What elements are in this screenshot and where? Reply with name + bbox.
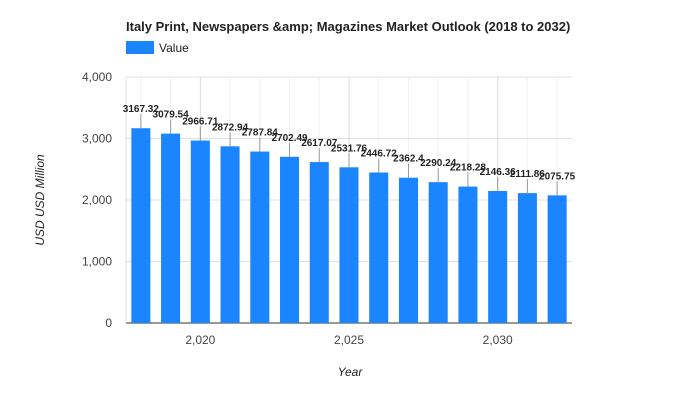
bar bbox=[250, 151, 270, 323]
axis-ticks: 0 1,000 2,000 3,000 4,000 2,020 2,025 2,030 bbox=[82, 70, 513, 347]
data-label: 3079.54 bbox=[153, 110, 190, 121]
chart-title: Italy Print, Newspapers &amp; Magazines … bbox=[126, 19, 570, 34]
bar bbox=[339, 167, 359, 323]
bars bbox=[131, 128, 567, 323]
data-label: 2290.24 bbox=[420, 158, 457, 169]
bar bbox=[547, 195, 567, 323]
data-label: 2111.86 bbox=[510, 169, 545, 180]
data-label: 2617.07 bbox=[301, 138, 338, 149]
data-label: 2872.94 bbox=[212, 122, 249, 133]
legend-swatch bbox=[126, 41, 154, 54]
data-label: 2446.72 bbox=[361, 149, 398, 160]
bar bbox=[309, 162, 329, 323]
bar bbox=[428, 182, 448, 323]
data-label: 3167.32 bbox=[123, 104, 160, 115]
y-tick-label: 2,000 bbox=[82, 193, 112, 207]
bar bbox=[517, 193, 537, 323]
bar bbox=[398, 177, 418, 323]
x-tick-label: 2,020 bbox=[185, 333, 215, 347]
x-tick-label: 2,030 bbox=[483, 333, 513, 347]
y-tick-label: 1,000 bbox=[82, 255, 112, 269]
y-tick-label: 3,000 bbox=[82, 132, 112, 146]
data-label: 2531.76 bbox=[331, 143, 368, 154]
bar bbox=[190, 140, 210, 323]
y-tick-label: 4,000 bbox=[82, 70, 112, 84]
data-label: 2218.28 bbox=[450, 163, 487, 174]
y-axis-title: USD USD Million bbox=[33, 154, 47, 246]
y-tick-label: 0 bbox=[105, 316, 112, 330]
bar bbox=[369, 172, 389, 323]
data-labels: 3167.323079.542966.712872.942787.842702.… bbox=[123, 104, 576, 196]
data-label: 2702.49 bbox=[271, 133, 308, 144]
data-label: 2075.75 bbox=[539, 171, 576, 182]
bar bbox=[220, 146, 240, 323]
x-axis-title: Year bbox=[338, 365, 364, 379]
bar bbox=[161, 133, 181, 323]
bar bbox=[458, 186, 478, 323]
legend-label: Value bbox=[159, 41, 189, 55]
bar bbox=[488, 190, 508, 323]
data-label: 2362.4 bbox=[393, 154, 424, 165]
data-label: 2146.36 bbox=[480, 167, 517, 178]
bar bbox=[131, 128, 151, 323]
bar bbox=[280, 156, 300, 323]
x-tick-label: 2,025 bbox=[334, 333, 364, 347]
data-label: 2787.84 bbox=[242, 128, 279, 139]
data-label: 2966.71 bbox=[182, 117, 219, 128]
